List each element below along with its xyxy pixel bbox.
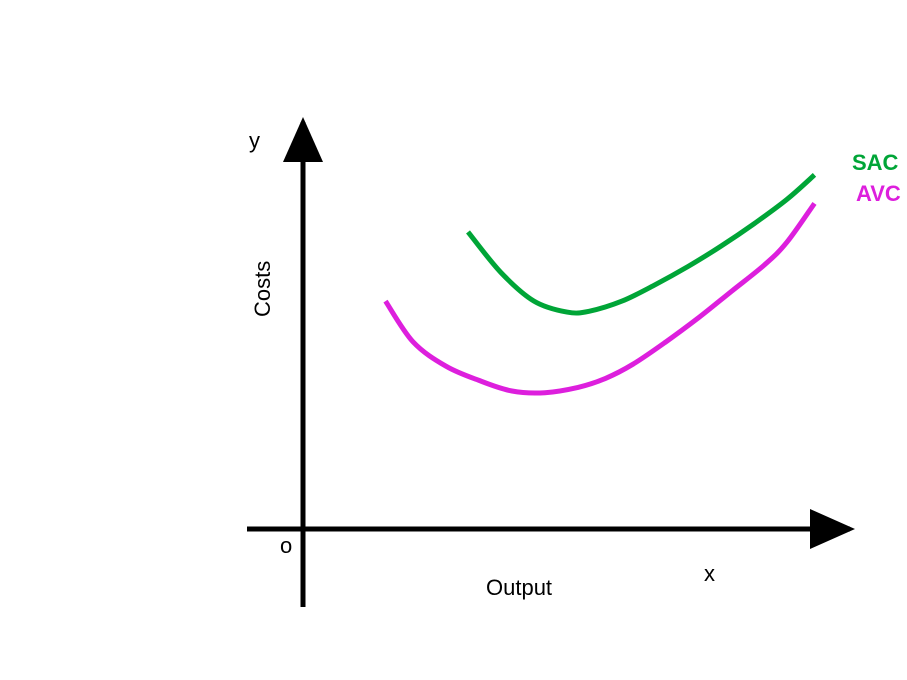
axes [247, 117, 855, 607]
series-line-avc [383, 201, 817, 396]
series-line-sac [466, 173, 817, 316]
x-axis-letter: x [704, 561, 715, 586]
y-axis-letter: y [249, 128, 260, 153]
series-layer [383, 173, 817, 396]
series-label-sac: SAC [852, 150, 899, 175]
series-label-avc: AVC [856, 181, 901, 206]
origin-label: o [280, 533, 292, 558]
y-axis-label: Costs [250, 261, 275, 317]
x-axis-label: Output [486, 575, 552, 600]
